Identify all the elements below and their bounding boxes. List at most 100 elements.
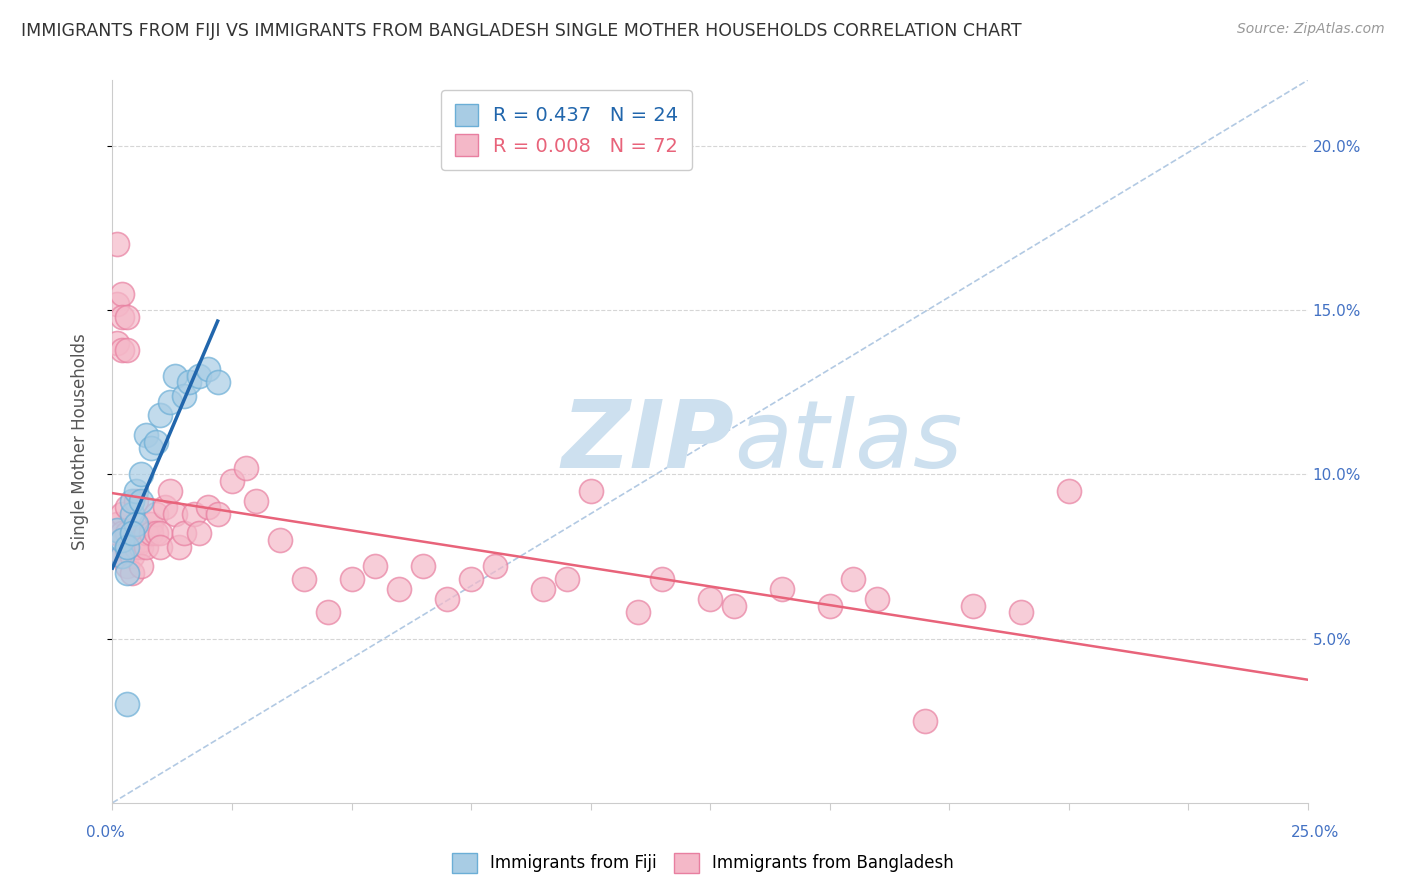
Text: 25.0%: 25.0%: [1291, 825, 1339, 840]
Point: [770, 582, 793, 597]
Point: [125, 483, 148, 498]
Point: [1057, 483, 1080, 498]
Point: [135, 540, 157, 554]
Point: [129, 559, 152, 574]
Point: [115, 540, 138, 554]
Point: [145, 434, 167, 449]
Point: [111, 549, 134, 564]
Text: atlas: atlas: [734, 396, 962, 487]
Point: [105, 336, 128, 351]
Point: [129, 540, 152, 554]
Point: [135, 428, 157, 442]
Point: [436, 592, 458, 607]
Point: [129, 467, 152, 482]
Point: [159, 483, 181, 498]
Point: [962, 599, 984, 613]
Legend: R = 0.437   N = 24, R = 0.008   N = 72: R = 0.437 N = 24, R = 0.008 N = 72: [441, 90, 692, 169]
Point: [842, 573, 865, 587]
Point: [818, 599, 841, 613]
Point: [169, 540, 191, 554]
Point: [115, 559, 138, 574]
Point: [316, 605, 339, 619]
Point: [115, 542, 138, 557]
Text: 0.0%: 0.0%: [86, 825, 125, 840]
Text: IMMIGRANTS FROM FIJI VS IMMIGRANTS FROM BANGLADESH SINGLE MOTHER HOUSEHOLDS CORR: IMMIGRANTS FROM FIJI VS IMMIGRANTS FROM …: [21, 22, 1022, 40]
Point: [187, 368, 209, 383]
Point: [207, 507, 229, 521]
Point: [149, 409, 172, 423]
Point: [115, 310, 138, 324]
Point: [121, 540, 143, 554]
Point: [111, 310, 134, 324]
Point: [145, 507, 167, 521]
Point: [111, 526, 134, 541]
Point: [129, 493, 152, 508]
Text: ZIP: ZIP: [561, 395, 734, 488]
Point: [1010, 605, 1032, 619]
Point: [135, 526, 157, 541]
Point: [163, 507, 186, 521]
Point: [129, 533, 152, 547]
Point: [111, 533, 134, 547]
Point: [340, 573, 363, 587]
Point: [105, 523, 128, 537]
Point: [388, 582, 411, 597]
Point: [723, 599, 745, 613]
Point: [105, 516, 128, 531]
Point: [111, 343, 134, 357]
Point: [121, 526, 143, 541]
Point: [173, 388, 195, 402]
Point: [121, 493, 143, 508]
Point: [484, 559, 506, 574]
Point: [149, 526, 172, 541]
Point: [153, 500, 176, 515]
Point: [221, 474, 243, 488]
Legend: Immigrants from Fiji, Immigrants from Bangladesh: Immigrants from Fiji, Immigrants from Ba…: [446, 847, 960, 880]
Point: [579, 483, 602, 498]
Point: [125, 516, 148, 531]
Point: [866, 592, 889, 607]
Point: [115, 500, 138, 515]
Point: [183, 507, 205, 521]
Point: [914, 714, 936, 728]
Text: Source: ZipAtlas.com: Source: ZipAtlas.com: [1237, 22, 1385, 37]
Point: [412, 559, 434, 574]
Point: [531, 582, 554, 597]
Point: [197, 500, 219, 515]
Y-axis label: Single Mother Households: Single Mother Households: [70, 334, 89, 549]
Point: [460, 573, 482, 587]
Point: [235, 460, 257, 475]
Point: [651, 573, 673, 587]
Point: [125, 493, 148, 508]
Point: [121, 507, 143, 521]
Point: [139, 441, 162, 455]
Point: [121, 566, 143, 580]
Point: [105, 296, 128, 310]
Point: [121, 526, 143, 541]
Point: [163, 368, 186, 383]
Point: [111, 286, 134, 301]
Point: [145, 526, 167, 541]
Point: [115, 566, 138, 580]
Point: [105, 237, 128, 252]
Point: [555, 573, 578, 587]
Point: [173, 526, 195, 541]
Point: [159, 395, 181, 409]
Point: [115, 526, 138, 541]
Point: [115, 698, 138, 712]
Point: [364, 559, 387, 574]
Point: [125, 540, 148, 554]
Point: [269, 533, 291, 547]
Point: [292, 573, 315, 587]
Point: [139, 516, 162, 531]
Point: [105, 526, 128, 541]
Point: [125, 526, 148, 541]
Point: [111, 549, 134, 564]
Point: [115, 343, 138, 357]
Point: [149, 540, 172, 554]
Point: [111, 507, 134, 521]
Point: [121, 549, 143, 564]
Point: [699, 592, 721, 607]
Point: [627, 605, 650, 619]
Point: [207, 376, 229, 390]
